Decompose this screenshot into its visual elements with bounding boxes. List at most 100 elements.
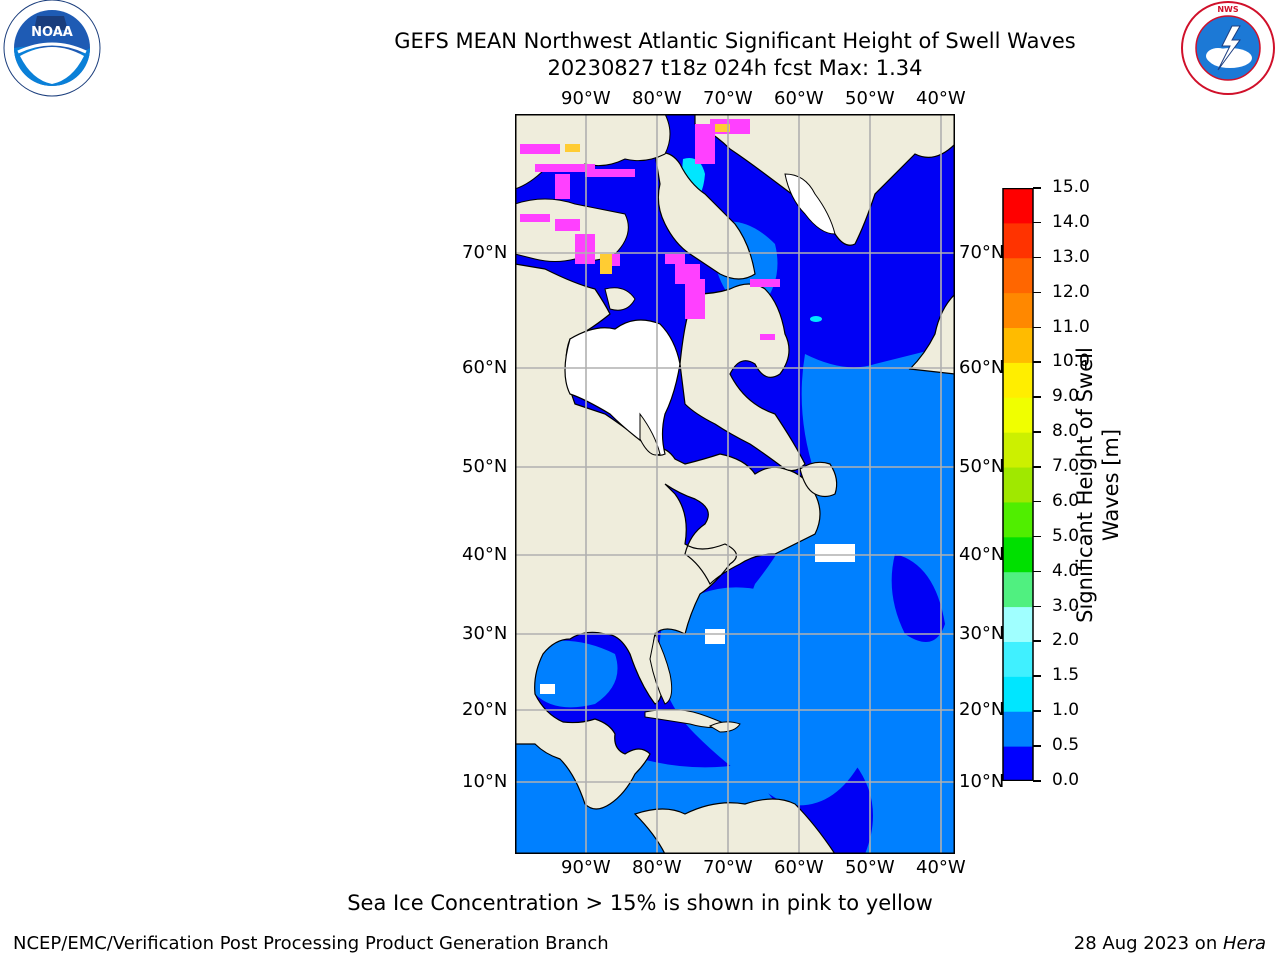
chart-title: GEFS MEAN Northwest Atlantic Significant… xyxy=(394,29,1076,53)
colorbar-tick-mark xyxy=(1033,500,1041,503)
footer-date-text: 28 Aug 2023 on xyxy=(1073,933,1223,954)
colorbar-tick-mark xyxy=(1033,535,1041,538)
colorbar-tick-label: 10.0 xyxy=(1052,351,1090,372)
colorbar-segment xyxy=(1003,257,1033,294)
colorbar-tick-label: 1.0 xyxy=(1052,700,1080,721)
colorbar-segment xyxy=(1003,292,1033,329)
lat-label-left: 50°N xyxy=(462,456,508,477)
lon-label-top: 40°W xyxy=(916,88,966,109)
lat-label-right: 70°N xyxy=(959,242,1005,263)
colorbar-segment xyxy=(1003,188,1033,224)
colorbar-tick-label: 11.0 xyxy=(1052,316,1090,337)
colorbar-tick-mark xyxy=(1033,396,1041,398)
swell-zone-mid-east xyxy=(747,344,955,854)
colorbar-tick-mark xyxy=(1033,570,1041,573)
colorbar-tick-label: 3.0 xyxy=(1052,595,1080,616)
colorbar-tick-label: 8.0 xyxy=(1052,421,1080,442)
colorbar-tick-label: 9.0 xyxy=(1052,386,1080,407)
colorbar-tick-label: 14.0 xyxy=(1052,211,1090,232)
colorbar-label: Significant Height of Swell Waves [m] xyxy=(1073,347,1123,623)
colorbar-segment xyxy=(1003,711,1033,747)
chart-subtitle: 20230827 t18z 024h fcst Max: 1.34 xyxy=(547,56,923,80)
lat-label-right: 10°N xyxy=(959,771,1005,792)
lon-label-bottom: 60°W xyxy=(774,857,824,878)
land-florida-peninsula xyxy=(649,632,673,705)
land-baffin-island xyxy=(654,152,756,280)
swell-zone-gulf xyxy=(535,640,618,708)
colorbar-tick-mark xyxy=(1033,256,1041,259)
lon-label-bottom: 70°W xyxy=(703,857,753,878)
colorbar-tick-mark xyxy=(1033,361,1041,363)
svg-text:NWS: NWS xyxy=(1217,5,1239,14)
colorbar-tick-mark xyxy=(1033,640,1041,642)
lat-label-left: 60°N xyxy=(462,357,508,378)
colorbar-tick-label: 2.0 xyxy=(1052,630,1080,651)
lat-label-right: 20°N xyxy=(959,699,1005,720)
colorbar-segment xyxy=(1003,362,1033,398)
lon-label-top: 80°W xyxy=(632,88,682,109)
colorbar-tick-mark xyxy=(1033,431,1041,433)
colorbar-segment xyxy=(1003,641,1033,677)
colorbar-tick-label: 0.0 xyxy=(1052,770,1080,790)
noaa-logo: NOAA xyxy=(3,0,101,97)
colorbar-segment xyxy=(1003,536,1033,573)
colorbar-tick-label: 0.5 xyxy=(1052,735,1080,756)
footer-credit: NCEP/EMC/Verification Post Processing Pr… xyxy=(13,933,609,954)
lat-label-right: 30°N xyxy=(959,623,1005,644)
colorbar-tick-mark xyxy=(1033,780,1041,782)
lat-label-right: 60°N xyxy=(959,357,1005,378)
colorbar-tick-label: 7.0 xyxy=(1052,456,1080,477)
lon-label-top: 50°W xyxy=(845,88,895,109)
sea-ice-caption: Sea Ice Concentration > 15% is shown in … xyxy=(347,891,933,915)
colorbar-tick-mark xyxy=(1033,291,1041,294)
land-east-edge xyxy=(908,293,955,375)
colorbar-tick-label: 1.5 xyxy=(1052,665,1080,686)
colorbar-frame xyxy=(1002,188,1034,781)
colorbar-tick-label: 13.0 xyxy=(1052,246,1090,267)
noaa-logo-text: NOAA xyxy=(31,25,73,40)
colorbar-segment xyxy=(1003,397,1033,433)
colorbar-segment xyxy=(1003,606,1033,642)
colorbar-tick-label: 4.0 xyxy=(1052,560,1080,581)
colorbar-tick-mark xyxy=(1033,221,1041,224)
colorbar-segment xyxy=(1003,676,1033,712)
lat-label-right: 50°N xyxy=(959,456,1005,477)
gridlines xyxy=(515,114,955,854)
colorbar-tick-mark xyxy=(1033,710,1041,712)
lon-label-top: 90°W xyxy=(561,88,611,109)
colorbar-tick-label: 5.0 xyxy=(1052,525,1080,546)
colorbar-segment xyxy=(1003,746,1033,781)
map-frame xyxy=(515,114,955,854)
lat-label-right: 40°N xyxy=(959,544,1005,565)
footer-machine: Hera xyxy=(1222,933,1266,954)
lat-label-left: 40°N xyxy=(462,544,508,565)
land-north-america xyxy=(515,263,821,810)
colorbar-segment xyxy=(1003,222,1033,259)
lon-label-bottom: 50°W xyxy=(845,857,895,878)
lat-label-left: 30°N xyxy=(462,623,508,644)
lon-label-top: 60°W xyxy=(774,88,824,109)
colorbar xyxy=(1002,188,1034,781)
colorbar-segment xyxy=(1003,501,1033,538)
colorbar-segment xyxy=(1003,327,1033,363)
colorbar-tick-label: 12.0 xyxy=(1052,281,1090,302)
lon-label-bottom: 40°W xyxy=(916,857,966,878)
lon-label-bottom: 90°W xyxy=(561,857,611,878)
land-labrador xyxy=(679,283,806,472)
lat-label-left: 20°N xyxy=(462,699,508,720)
colorbar-tick-mark xyxy=(1033,466,1041,468)
colorbar-tick-mark xyxy=(1033,326,1041,329)
colorbar-tick-mark xyxy=(1033,675,1041,677)
land-south-america xyxy=(633,798,836,854)
colorbar-tick-label: 15.0 xyxy=(1052,177,1090,197)
footer-date: 28 Aug 2023 on Hera xyxy=(1074,933,1266,954)
land-newfoundland xyxy=(799,461,838,498)
colorbar-tick-mark xyxy=(1033,605,1041,608)
colorbar-tick-mark xyxy=(1033,745,1041,747)
lon-label-top: 70°W xyxy=(703,88,753,109)
swell-height-map xyxy=(515,114,955,854)
national-weather-service-logo: NWS xyxy=(1181,1,1275,95)
land-hispaniola xyxy=(708,721,741,733)
hudson-bay xyxy=(564,319,681,456)
colorbar-segment xyxy=(1003,467,1033,503)
